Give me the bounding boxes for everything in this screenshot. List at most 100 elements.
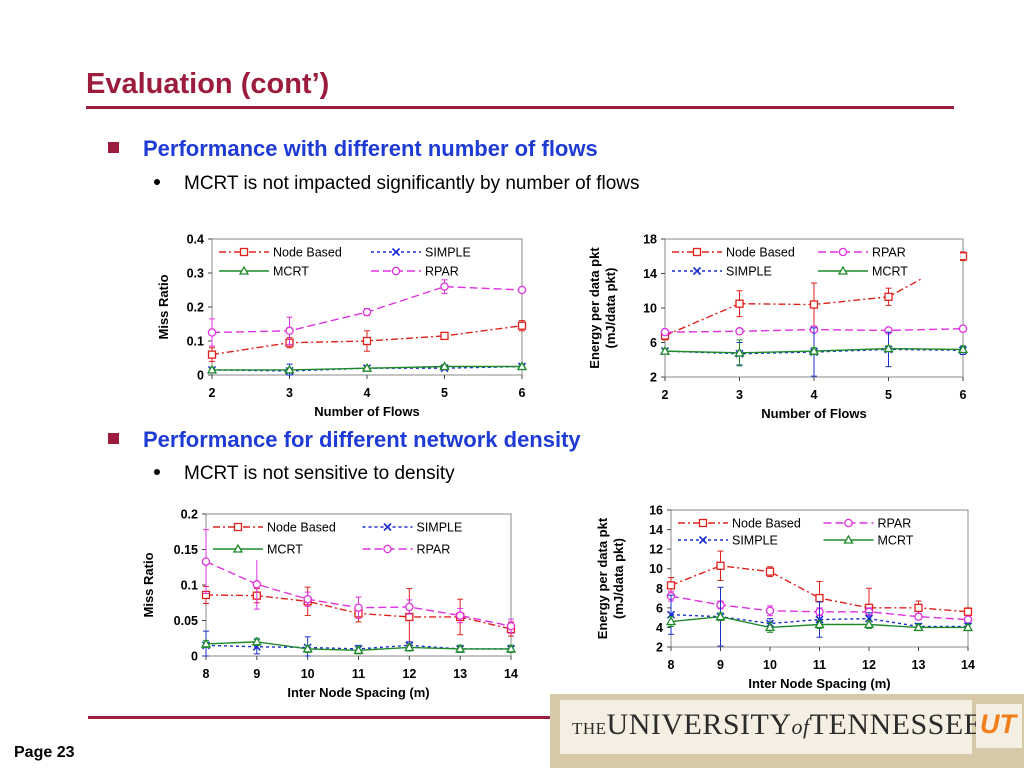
legend-simple-label: SIMPLE xyxy=(732,534,778,548)
miss-ratio-density-chart: 0 0.05 0.1 0.15 0.2 8 9 10 11 12 13 14 Inter Node Sp… xyxy=(141,508,518,701)
dot-bullet-icon xyxy=(154,179,160,185)
bullet-density: Performance for different network densit… xyxy=(108,427,581,453)
y-tick-label: 0.2 xyxy=(181,508,198,522)
mcrt-data-point xyxy=(734,347,745,357)
legend-node-based-marker xyxy=(698,518,708,528)
mcrt-data-point xyxy=(284,364,295,374)
y-tick-label: 0.4 xyxy=(187,233,204,247)
rpar-data-point xyxy=(440,282,449,291)
y-tick-label: 14 xyxy=(649,523,663,537)
rpar-data-point xyxy=(660,327,670,337)
legend-mcrt-marker xyxy=(232,543,244,553)
x-tick-label: 4 xyxy=(811,388,818,402)
mcrt-data-point xyxy=(404,642,415,652)
legend-node-based-label: Node Based xyxy=(732,517,801,531)
node-based-data-point xyxy=(716,561,725,570)
wordmark-university: UNIVERSITY xyxy=(606,708,792,741)
legend-rpar-label: RPAR xyxy=(425,265,459,279)
y-tick-label: 10 xyxy=(643,302,657,316)
rpar-data-point xyxy=(362,307,372,317)
rpar-data-point xyxy=(735,327,744,336)
legend-rpar-label: RPAR xyxy=(417,543,451,557)
y-tick-label: 16 xyxy=(649,504,663,518)
legend-simple-label: SIMPLE xyxy=(425,246,471,260)
page-number: Page 23 xyxy=(14,744,75,761)
y-tick-label: 18 xyxy=(643,233,657,247)
x-tick-label: 3 xyxy=(736,388,743,402)
x-axis-label: Inter Node Spacing (m) xyxy=(287,685,429,700)
x-axis-label: Number of Flows xyxy=(314,404,419,419)
x-tick-label: 13 xyxy=(912,658,926,672)
legend-node-based-label: Node Based xyxy=(267,521,336,535)
mcrt-data-point xyxy=(962,622,974,632)
y-axis-label: Energy per data pkt(mJ/data pkt) xyxy=(587,247,618,369)
y-tick-label: 6 xyxy=(656,601,663,615)
legend-node-based-label: Node Based xyxy=(273,246,342,260)
x-tick-label: 11 xyxy=(352,667,365,681)
x-tick-label: 6 xyxy=(519,386,526,400)
legend-node-based-marker xyxy=(233,522,243,532)
ut-logo-background xyxy=(976,704,1022,748)
x-tick-label: 12 xyxy=(862,658,876,672)
wordmark-of: of xyxy=(791,714,810,739)
legend-simple-marker xyxy=(698,535,708,545)
legend-mcrt-marker xyxy=(837,265,849,275)
legend-node-based-marker xyxy=(692,247,702,257)
x-tick-label: 5 xyxy=(441,386,448,400)
mcrt-data-point xyxy=(883,343,894,353)
y-tick-label: 0.1 xyxy=(187,335,204,349)
legend-mcrt-label: MCRT xyxy=(878,534,914,548)
university-wordmark: THEUNIVERSITYofTENNESSEE xyxy=(572,708,983,742)
mcrt-data-point xyxy=(863,619,875,629)
x-tick-label: 12 xyxy=(402,667,416,681)
mcrt-data-point xyxy=(715,611,726,621)
legend-rpar-label: RPAR xyxy=(872,246,906,260)
node-based-data-point xyxy=(362,336,372,346)
node-based-data-point xyxy=(809,300,819,309)
node-based-data-point xyxy=(440,331,449,341)
mcrt-data-point xyxy=(516,361,528,371)
bullet-flows-text: Performance with different number of flo… xyxy=(143,136,598,161)
mcrt-data-point xyxy=(439,361,450,371)
y-tick-label: 4 xyxy=(656,621,663,635)
y-axis-label: Miss Ratio xyxy=(141,552,156,617)
y-tick-label: 0 xyxy=(197,369,204,383)
sub-bullet-density-text: MCRT is not sensitive to density xyxy=(184,463,455,484)
legend-rpar-marker xyxy=(838,247,848,257)
y-axis-label: Miss Ratio xyxy=(156,274,171,339)
mcrt-data-point xyxy=(361,362,373,372)
mcrt-data-point xyxy=(455,643,466,653)
x-axis-label: Number of Flows xyxy=(761,406,866,421)
legend-simple-marker xyxy=(383,522,392,532)
rpar-data-point xyxy=(455,611,465,620)
bullet-flows: Performance with different number of flo… xyxy=(108,136,598,162)
mcrt-data-point xyxy=(206,364,218,374)
node-based-data-point xyxy=(517,321,527,330)
mcrt-data-point xyxy=(764,622,776,632)
node-based-data-point xyxy=(735,299,744,308)
legend-rpar-marker xyxy=(391,266,401,276)
x-tick-label: 3 xyxy=(286,386,293,400)
y-tick-label: 2 xyxy=(650,371,657,385)
miss-ratio-flows-chart: 0 0.1 0.2 0.3 0.4 2 3 4 5 6 Number of Flows Miss Ra… xyxy=(156,233,528,419)
node-based-data-point xyxy=(666,581,676,590)
rpar-data-point xyxy=(201,557,211,566)
y-tick-label: 0.05 xyxy=(174,614,198,628)
slide-title: Evaluation (cont’) xyxy=(86,68,330,100)
node-based-data-point xyxy=(884,292,893,301)
mcrt-data-point xyxy=(200,638,212,648)
mcrt-data-point xyxy=(251,636,262,646)
y-tick-label: 14 xyxy=(643,267,657,281)
mcrt-data-point xyxy=(659,345,671,355)
y-tick-label: 10 xyxy=(649,562,663,576)
x-tick-label: 10 xyxy=(301,667,315,681)
legend-mcrt-label: MCRT xyxy=(872,265,908,279)
node-based-data-point xyxy=(963,607,973,616)
legend-simple-marker xyxy=(692,266,702,276)
sub-bullet-density: MCRT is not sensitive to density xyxy=(154,463,455,485)
x-tick-label: 6 xyxy=(960,388,967,402)
title-underline xyxy=(86,106,954,109)
x-axis-label: Inter Node Spacing (m) xyxy=(748,676,890,691)
rpar-data-point xyxy=(506,621,516,631)
wordmark-tennessee: TENNESSEE xyxy=(809,708,983,741)
